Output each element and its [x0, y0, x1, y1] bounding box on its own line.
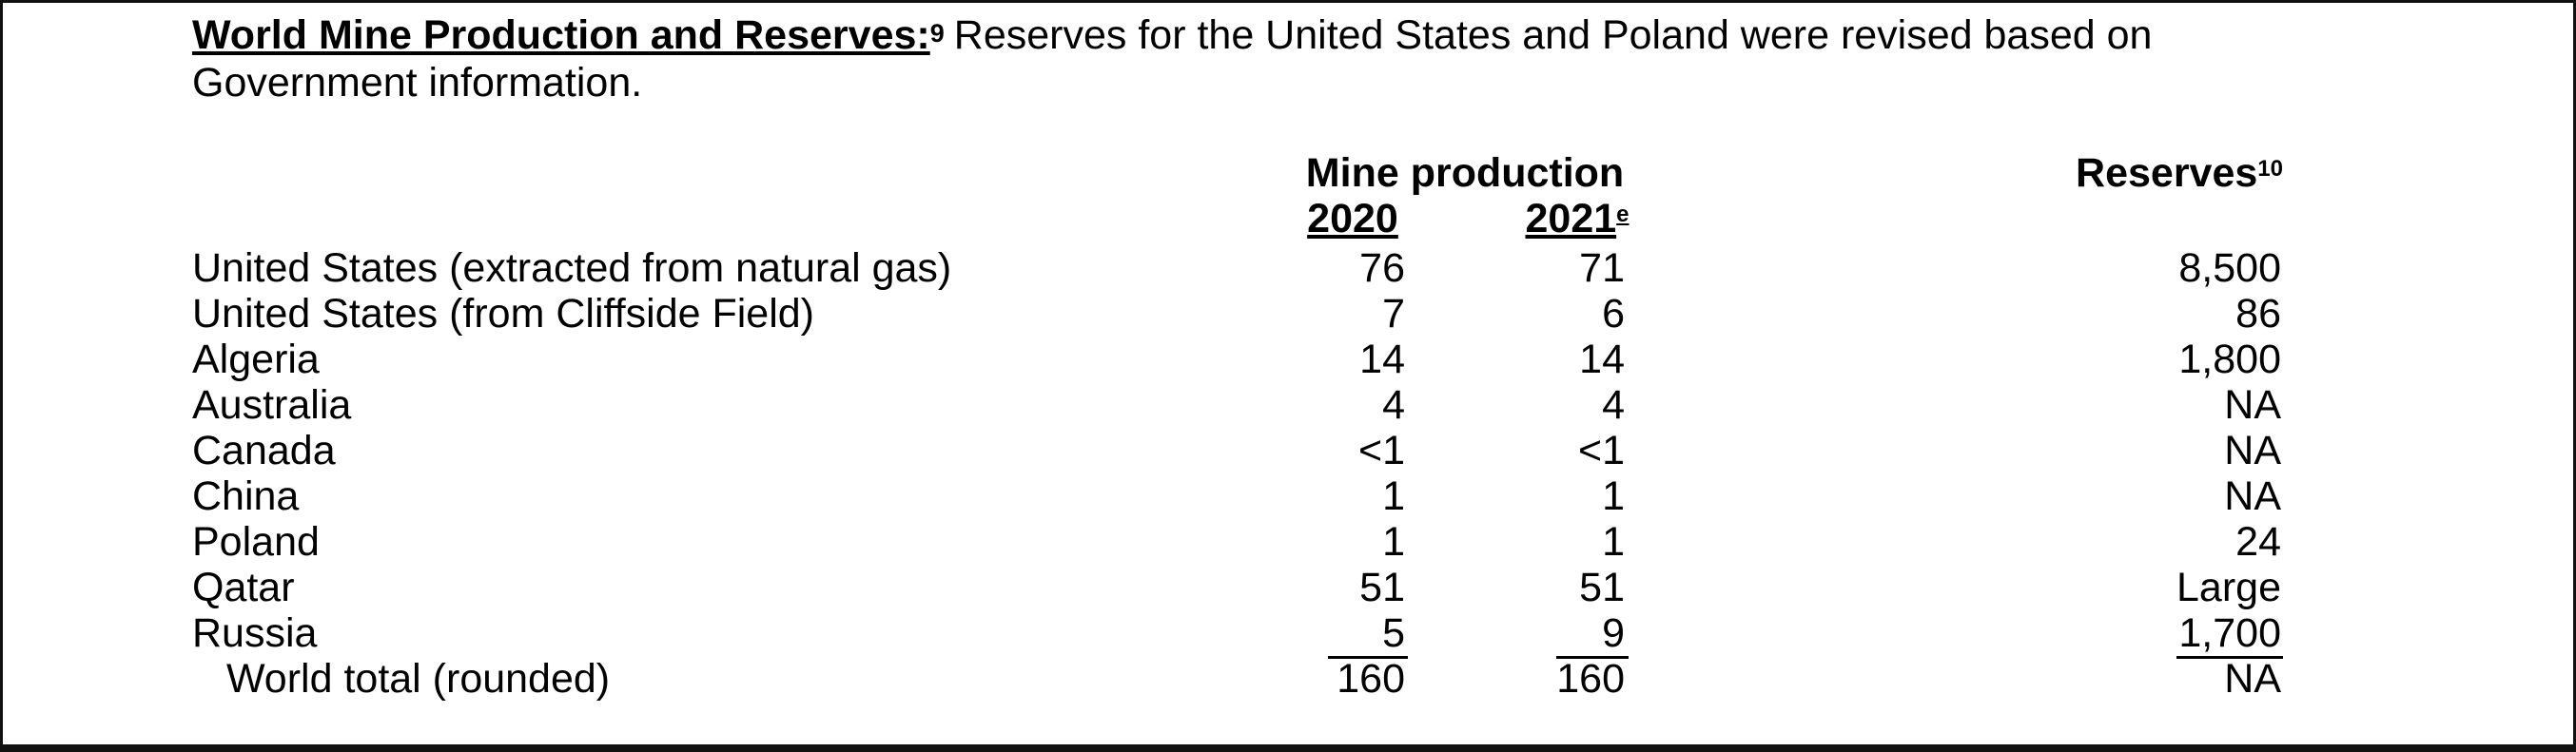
reserves-value: NA [2224, 473, 2281, 519]
country-label: Algeria [192, 337, 320, 382]
production-2021: 71 [1579, 245, 1625, 291]
column-header-2021-year: 2021 [1525, 196, 1617, 241]
column-header-reserves: Reserves10 [2045, 150, 2283, 196]
production-2021: 51 [1579, 565, 1625, 610]
reserves-value: NA [2224, 428, 2281, 473]
reserves-footnote-mark: 10 [2257, 156, 2283, 182]
production-2021: 9 [1602, 610, 1625, 656]
production-2020: 76 [1359, 245, 1405, 291]
production-2020: 1 [1382, 473, 1405, 519]
production-2020: 1 [1382, 519, 1405, 565]
heading-title: World Mine Production and Reserves: [192, 12, 930, 58]
country-label: Australia [192, 382, 352, 428]
total-2020: 160 [1337, 656, 1405, 702]
reserves-value: 1,800 [2178, 337, 2281, 382]
column-header-2020: 2020 [1307, 196, 1398, 241]
reserves-value: Large [2176, 565, 2281, 610]
country-label: United States (from Cliffside Field) [192, 291, 814, 337]
country-label: China [192, 473, 300, 519]
heading-text-line2: Government information. [192, 60, 643, 106]
reserves-value: 1,700 [2178, 610, 2281, 656]
production-2020: 51 [1359, 565, 1405, 610]
column-header-reserves-label: Reserves [2076, 150, 2258, 196]
country-label: Qatar [192, 565, 295, 610]
production-2020: 14 [1359, 337, 1405, 382]
production-2020: <1 [1357, 428, 1405, 473]
table-row: Algeria 14 14 1,800 [0, 337, 2576, 382]
total-reserves: NA [2224, 656, 2281, 702]
heading-footnote-mark: 9 [929, 19, 945, 48]
total-rule-2020 [1328, 656, 1408, 659]
production-2021: 4 [1602, 382, 1625, 428]
table-row: Russia 5 9 1,700 [0, 610, 2576, 656]
reserves-value: NA [2224, 382, 2281, 428]
table-row: China 1 1 NA [0, 473, 2576, 519]
production-2021: 1 [1602, 519, 1625, 565]
production-2021: 6 [1602, 291, 1625, 337]
column-header-mine-production: Mine production [1305, 150, 1625, 196]
total-2021: 160 [1556, 656, 1625, 702]
table-row: Qatar 51 51 Large [0, 565, 2576, 610]
table-heading: World Mine Production and Reserves:9 Rese… [192, 11, 2332, 106]
table-row: United States (extracted from natural ga… [0, 245, 2576, 291]
production-2020: 4 [1382, 382, 1405, 428]
production-2020: 7 [1382, 291, 1405, 337]
table-row: Poland 1 1 24 [0, 519, 2576, 565]
table-row: Australia 4 4 NA [0, 382, 2576, 428]
country-label: Russia [192, 610, 318, 656]
country-label: Poland [192, 519, 320, 565]
production-2021: 14 [1579, 337, 1625, 382]
production-2021: <1 [1577, 428, 1625, 473]
heading-text-line1: Reserves for the United States and Polan… [953, 12, 2153, 58]
country-label: United States (extracted from natural ga… [192, 245, 952, 291]
table-row: Canada <1 <1 NA [0, 428, 2576, 473]
column-header-2021: 2021e [1520, 196, 1634, 241]
estimate-mark: e [1616, 202, 1630, 227]
reserves-value: 8,500 [2178, 245, 2281, 291]
reserves-value: 24 [2235, 519, 2281, 565]
production-2020: 5 [1382, 610, 1405, 656]
total-row: World total (rounded) 160 160 NA [0, 656, 2576, 702]
table-row: United States (from Cliffside Field) 7 6… [0, 291, 2576, 337]
total-rule-reserves [2176, 656, 2283, 659]
country-label: Canada [192, 428, 336, 473]
total-label: World total (rounded) [226, 656, 611, 702]
total-rule-2021 [1556, 656, 1629, 659]
production-2021: 1 [1602, 473, 1625, 519]
reserves-value: 86 [2235, 291, 2281, 337]
